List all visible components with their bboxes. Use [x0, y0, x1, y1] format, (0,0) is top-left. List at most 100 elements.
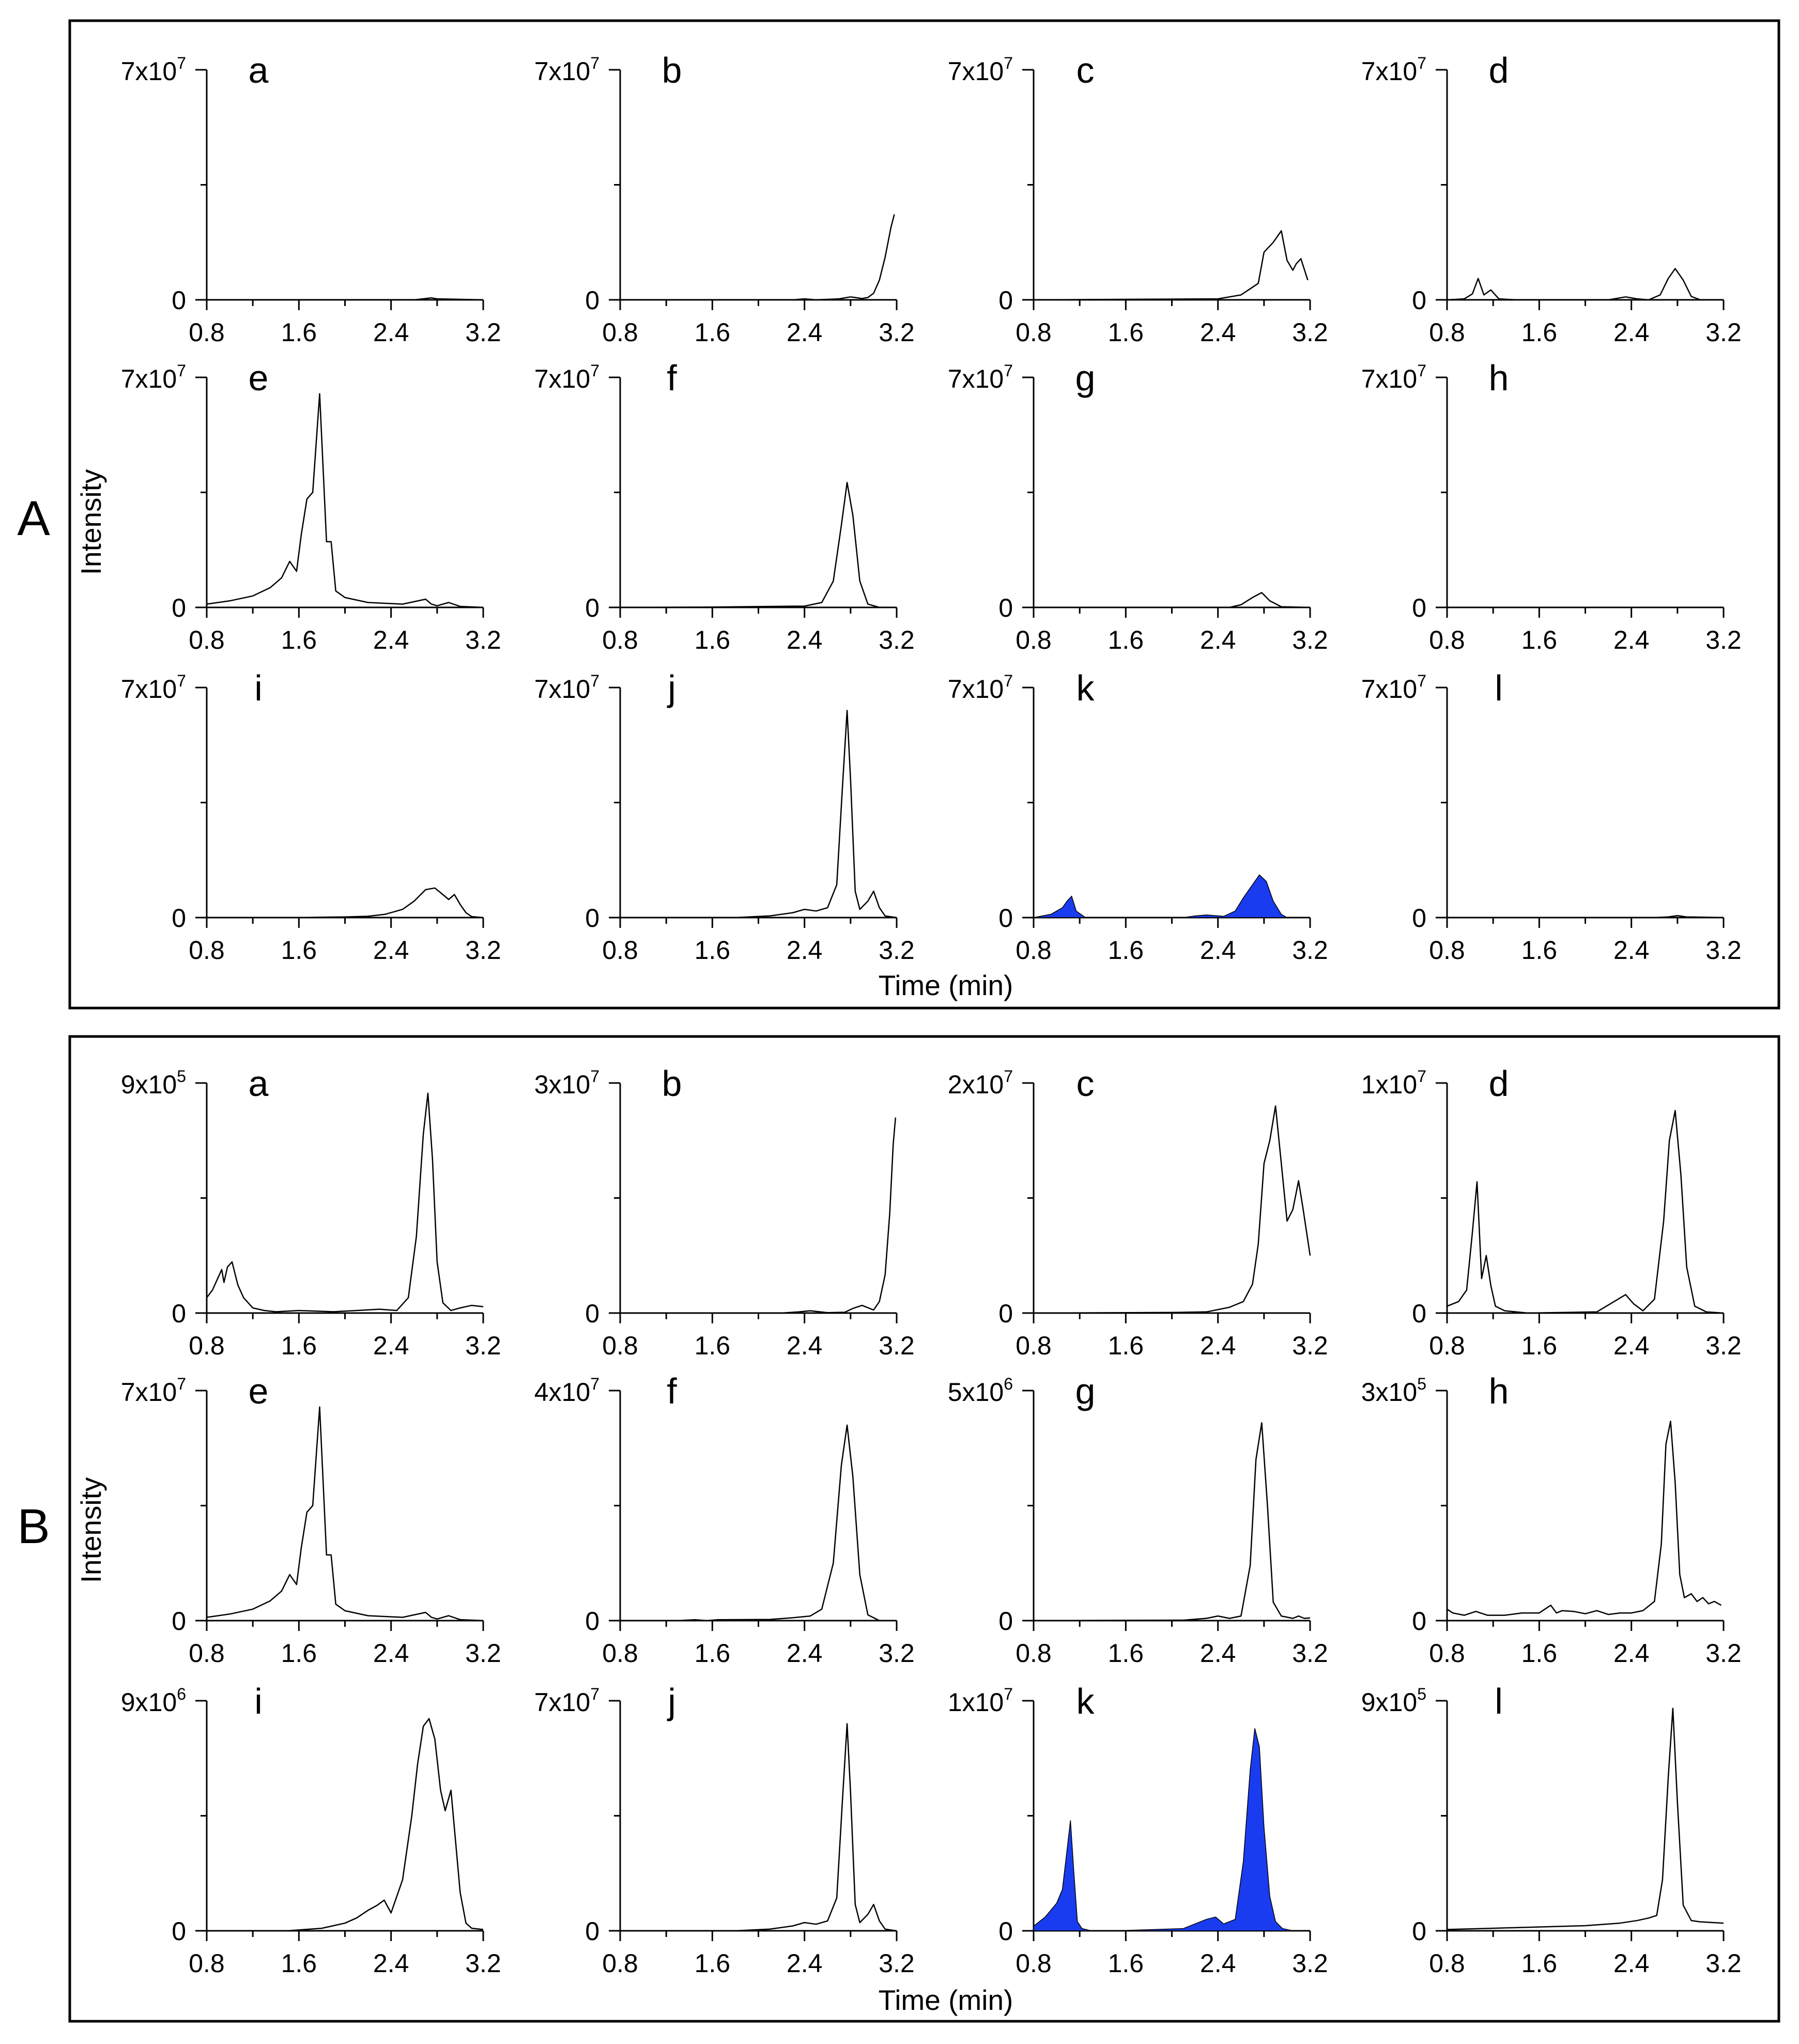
group-a-panel-c-x-tick-label-2: 2.4 — [1200, 318, 1236, 347]
group-b-panel-e-x-tick-label-0: 0.8 — [189, 1639, 225, 1668]
group-a-panel-i-x-tick-label-3: 3.2 — [465, 936, 501, 965]
group-b-panel-h-x-tick-label-2: 2.4 — [1613, 1639, 1650, 1668]
group-a-panel-g-y-tick-label-max: 7x107 — [948, 361, 1013, 393]
group-b-panel-d-letter: d — [1489, 1063, 1509, 1104]
group-b-panel-g-trace — [1033, 1422, 1311, 1622]
group-a-panel-c-letter: c — [1077, 50, 1095, 90]
group-b-panel-i-x-tick-label-3: 3.2 — [465, 1949, 501, 1978]
group-a-panel-h-y-tick-label-0: 0 — [1412, 593, 1426, 622]
group-a-panel-l-x-tick-label-0: 0.8 — [1429, 936, 1465, 965]
group-b-panel-c-trace — [1033, 1105, 1311, 1314]
group-b-panel-i-y-tick-label-max: 9x106 — [121, 1685, 186, 1717]
group-b-panel-j-x-tick-label-2: 2.4 — [787, 1949, 823, 1978]
group-a-panel-i-x-tick-label-2: 2.4 — [373, 936, 409, 965]
group-a-panel-k-y-tick-label-0: 0 — [998, 904, 1013, 933]
group-a-panel-g: 0.8 1.6 2.4 3.2 0 7x107 g — [948, 358, 1328, 654]
group-b-panel-e-x-tick-label-3: 3.2 — [465, 1639, 501, 1668]
group-a-panel-k-x-tick-label-3: 3.2 — [1292, 936, 1328, 965]
group-b-panel-c-y-tick-label-max: 2x107 — [948, 1067, 1013, 1099]
group-b-panel-h-x-tick-label-1: 1.6 — [1521, 1639, 1558, 1668]
group-b-panel-f-x-tick-label-0: 0.8 — [602, 1639, 638, 1668]
group-b-panel-b: 0.8 1.6 2.4 3.2 0 3x107 b — [534, 1063, 915, 1360]
group-a-label: A — [17, 491, 50, 546]
group-a-panel-k-letter: k — [1077, 668, 1095, 708]
group-a-panel-i-y-tick-label-max: 7x107 — [121, 672, 186, 704]
group-a-panel-g-x-tick-label-0: 0.8 — [1016, 626, 1052, 654]
group-a-panel-a-y-tick-label-max: 7x107 — [121, 54, 186, 86]
group-a-panel-g-x-tick-label-3: 3.2 — [1292, 626, 1328, 654]
group-b-panel-j-y-tick-label-0: 0 — [585, 1917, 599, 1946]
group-a-panel-e-letter: e — [249, 358, 269, 398]
group-a-panel-e-x-tick-label-2: 2.4 — [373, 626, 409, 654]
group-b-panel-f-trace — [620, 1424, 897, 1622]
group-b-panel-g-y-tick-label-max: 5x106 — [948, 1375, 1013, 1407]
group-a-frame — [68, 19, 1780, 1010]
group-a-panel-a-letter: a — [249, 50, 269, 90]
group-b-panel-b-x-tick-label-2: 2.4 — [787, 1331, 823, 1360]
group-b-panel-f-x-tick-label-2: 2.4 — [787, 1639, 823, 1668]
group-b-panel-g-x-tick-label-3: 3.2 — [1292, 1639, 1328, 1668]
group-b-panel-e-letter: e — [249, 1371, 269, 1411]
group-b-panel-l-y-tick-label-max: 9x105 — [1361, 1685, 1426, 1717]
group-a-panel-h-x-tick-label-0: 0.8 — [1429, 626, 1465, 654]
group-b-panel-a-y-tick-label-max: 9x105 — [121, 1067, 186, 1099]
group-a-panel-h-y-tick-label-max: 7x107 — [1361, 361, 1426, 393]
group-b-panel-j-x-tick-label-3: 3.2 — [879, 1949, 915, 1978]
group-a-panel-g-letter: g — [1075, 358, 1096, 398]
group-b-panel-i-letter: i — [254, 1681, 263, 1721]
group-a-panel-e-x-tick-label-1: 1.6 — [281, 626, 317, 654]
group-b-panel-l-letter: l — [1495, 1681, 1503, 1721]
group-b-panel-k-x-tick-label-3: 3.2 — [1292, 1949, 1328, 1978]
group-b-panel-f-x-tick-label-1: 1.6 — [695, 1639, 731, 1668]
group-b-panel-k: 0.8 1.6 2.4 3.2 0 1x107 k — [948, 1681, 1328, 1978]
group-b-panel-l-y-tick-label-0: 0 — [1412, 1917, 1426, 1946]
group-a-panel-k: 0.8 1.6 2.4 3.2 0 7x107 k — [948, 668, 1328, 965]
group-b-panel-g-y-tick-label-0: 0 — [998, 1607, 1013, 1636]
group-b-panel-l-x-tick-label-0: 0.8 — [1429, 1949, 1465, 1978]
group-a-panel-j-x-tick-label-3: 3.2 — [879, 936, 915, 965]
group-a-panel-i-letter: i — [254, 668, 263, 708]
group-a-panel-j-y-tick-label-max: 7x107 — [534, 672, 599, 704]
group-a-panel-g-x-tick-label-1: 1.6 — [1108, 626, 1144, 654]
group-a-panel-l-x-tick-label-2: 2.4 — [1613, 936, 1650, 965]
group-a-panel-d: 0.8 1.6 2.4 3.2 0 7x107 d — [1361, 50, 1742, 347]
group-b-panel-d-x-tick-label-1: 1.6 — [1521, 1331, 1558, 1360]
group-b-panel-f-y-tick-label-0: 0 — [585, 1607, 599, 1636]
group-a-panel-f-trace — [620, 482, 897, 608]
group-a-panel-f-x-tick-label-2: 2.4 — [787, 626, 823, 654]
group-a-panel-d-x-tick-label-2: 2.4 — [1613, 318, 1650, 347]
group-a-panel-g-trace — [1034, 592, 1311, 608]
group-b-panel-f-letter: f — [667, 1371, 677, 1411]
group-b-panel-i-x-tick-label-1: 1.6 — [281, 1949, 317, 1978]
group-b-panel-j-x-tick-label-0: 0.8 — [602, 1949, 638, 1978]
group-b-panel-h-x-tick-label-0: 0.8 — [1429, 1639, 1465, 1668]
group-b-panel-g-x-tick-label-0: 0.8 — [1016, 1639, 1052, 1668]
group-b-panel-k-y-tick-label-0: 0 — [998, 1917, 1013, 1946]
group-a-panel-k-x-tick-label-0: 0.8 — [1016, 936, 1052, 965]
group-b-panel-j-trace — [620, 1723, 897, 1932]
group-a-panel-d-letter: d — [1489, 50, 1509, 90]
group-b-panel-c-letter: c — [1077, 1063, 1095, 1104]
group-a-panel-c-x-tick-label-3: 3.2 — [1292, 318, 1328, 347]
group-b-panel-f: 0.8 1.6 2.4 3.2 0 4x107 f — [534, 1371, 915, 1668]
group-a-panel-l-x-tick-label-1: 1.6 — [1521, 936, 1558, 965]
group-b-panel-d-x-tick-label-3: 3.2 — [1705, 1331, 1742, 1360]
group-a-panel-f-y-tick-label-0: 0 — [585, 593, 599, 622]
group-a-panel-i-x-tick-label-1: 1.6 — [281, 936, 317, 965]
group-b-panel-j-letter: j — [667, 1681, 676, 1721]
group-a-panel-a-x-tick-label-1: 1.6 — [281, 318, 317, 347]
group-a-panel-j-x-tick-label-0: 0.8 — [602, 936, 638, 965]
group-b-panel-b-y-tick-label-0: 0 — [585, 1299, 599, 1328]
group-b-panel-d-x-tick-label-0: 0.8 — [1429, 1331, 1465, 1360]
group-b-panel-k-x-tick-label-0: 0.8 — [1016, 1949, 1052, 1978]
group-b-panel-i-y-tick-label-0: 0 — [172, 1917, 186, 1946]
group-b-y-axis-label: Intensity — [75, 1477, 107, 1583]
group-a-panel-d-x-tick-label-3: 3.2 — [1705, 318, 1742, 347]
group-a-panel-j-trace — [620, 710, 897, 919]
group-a-x-axis-label: Time (min) — [879, 969, 1013, 1001]
group-b-panel-j-y-tick-label-max: 7x107 — [534, 1685, 599, 1717]
group-a-panel-a: 0.8 1.6 2.4 3.2 0 7x107 a — [121, 50, 501, 347]
group-a-panel-e-x-tick-label-0: 0.8 — [189, 626, 225, 654]
group-b-panel-k-letter: k — [1077, 1681, 1095, 1721]
